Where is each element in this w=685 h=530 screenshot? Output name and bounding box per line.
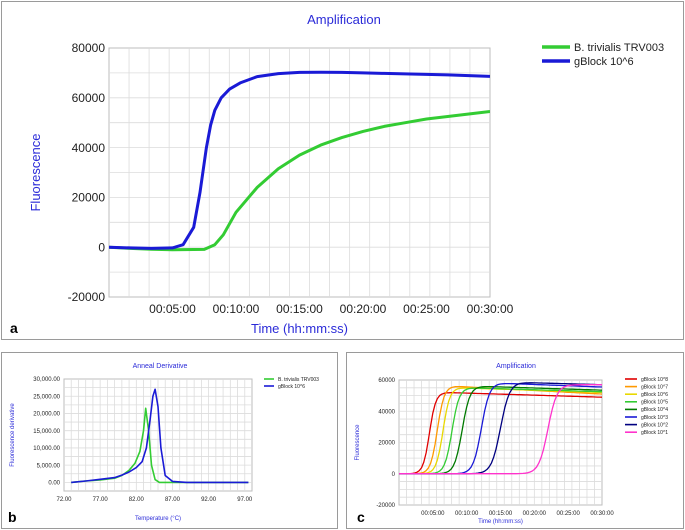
legend-label: B. trivialis TRV003	[574, 42, 664, 54]
x-tick-label: 00:25:00	[403, 302, 450, 316]
y-tick-label: 10,000.00	[33, 446, 60, 452]
y-tick-label: 40000	[378, 409, 395, 415]
y-tick-label: 25,000.00	[33, 394, 60, 400]
x-axis-label: Time (hh:mm:ss)	[251, 321, 348, 336]
x-tick-label: 00:05:00	[149, 302, 196, 316]
legend-label: B. trivialis TRV003	[278, 377, 319, 383]
panel-b: Anneal Derivative Temperature (°C) Fluores…	[1, 352, 338, 529]
y-axis-label: Fluorescence derivative	[10, 403, 16, 467]
x-tick-label: 00:10:00	[455, 511, 479, 517]
legend-label: gBlock 10^6	[574, 56, 634, 68]
legend-label: gBlock 10^8	[641, 377, 668, 383]
y-tick-label: 15,000.00	[33, 429, 60, 435]
x-tick-label: 00:25:00	[556, 511, 580, 517]
legend-label: gBlock 10^2	[641, 422, 668, 428]
legend-label: gBlock 10^3	[641, 415, 668, 421]
y-tick-label: 60000	[378, 378, 395, 384]
x-tick-label: 77.00	[93, 497, 109, 503]
x-tick-label: 82.00	[129, 497, 145, 503]
panel-label-c: c	[357, 509, 365, 525]
chart-c: Amplification Time (hh:mm:ss) Fluorescence…	[355, 363, 668, 525]
x-tick-label: 00:30:00	[467, 302, 514, 316]
y-tick-label: 20000	[378, 441, 395, 447]
y-tick-label: 0	[392, 472, 396, 478]
y-tick-label: 60000	[72, 91, 106, 105]
y-tick-label: 30,000.00	[33, 377, 60, 383]
y-tick-label: 20000	[72, 191, 106, 205]
y-tick-label: 0	[98, 240, 105, 254]
series-line-0	[109, 110, 490, 252]
x-tick-label: 00:10:00	[213, 302, 260, 316]
chart-a: Amplification Time (hh:mm:ss) Fluorescence…	[28, 12, 664, 336]
x-tick-label: 00:30:00	[590, 511, 614, 517]
legend-label: gBlock 10^6	[641, 392, 668, 398]
panel-a: Amplification Time (hh:mm:ss) Fluorescence…	[1, 1, 684, 340]
x-tick-label: 00:05:00	[421, 511, 445, 517]
legend-label: gBlock 10^1	[641, 430, 668, 436]
x-tick-label: 72.00	[56, 497, 72, 503]
panel-c: Amplification Time (hh:mm:ss) Fluorescence…	[346, 352, 684, 529]
x-tick-label: 87.00	[165, 497, 181, 503]
legend-label: gBlock 10^6	[278, 384, 305, 390]
y-tick-label: -20000	[376, 503, 395, 509]
x-axis-label: Temperature (°C)	[135, 516, 181, 522]
x-axis-label: Time (hh:mm:ss)	[478, 519, 523, 525]
x-tick-label: 00:20:00	[340, 302, 387, 316]
y-tick-label: 40000	[72, 141, 106, 155]
y-tick-label: 80000	[72, 41, 106, 55]
y-axis-label: Fluorescence	[355, 424, 361, 461]
series-line-0	[399, 392, 602, 475]
series-line-7	[399, 384, 602, 475]
legend-label: gBlock 10^7	[641, 384, 668, 390]
series-line-1	[71, 388, 249, 484]
x-tick-label: 97.00	[237, 497, 253, 503]
y-axis-label: Fluorescence	[28, 133, 43, 211]
legend-label: gBlock 10^4	[641, 407, 668, 413]
series-line-1	[109, 70, 490, 250]
y-tick-label: 5,000.00	[37, 463, 61, 469]
chart-b: Anneal Derivative Temperature (°C) Fluores…	[10, 363, 319, 522]
legend-label: gBlock 10^5	[641, 400, 668, 406]
panel-label-b: b	[8, 509, 17, 525]
y-tick-label: 20,000.00	[33, 412, 60, 418]
x-tick-label: 92.00	[201, 497, 217, 503]
chart-title: Amplification	[496, 363, 536, 370]
y-tick-label: 0.00	[48, 480, 60, 486]
panel-label-a: a	[10, 320, 18, 336]
y-tick-label: -20000	[68, 290, 106, 304]
x-tick-label: 00:15:00	[489, 511, 513, 517]
chart-title: Anneal Derivative	[133, 363, 188, 370]
chart-title: Amplification	[307, 12, 381, 27]
x-tick-label: 00:15:00	[276, 302, 323, 316]
x-tick-label: 00:20:00	[523, 511, 547, 517]
